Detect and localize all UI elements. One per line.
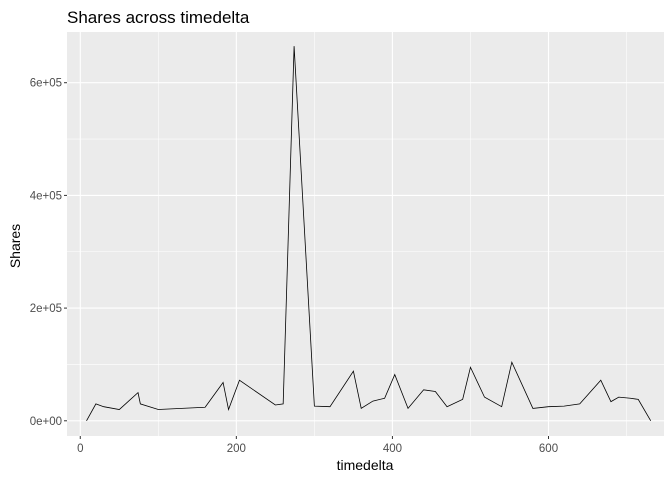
major-gridlines: [67, 32, 664, 436]
y-tick-label: 0e+00: [30, 416, 62, 428]
x-tick-label: 600: [539, 443, 558, 455]
x-tick-label: 400: [383, 443, 402, 455]
series-line: [86, 46, 652, 421]
x-axis-title: timedelta: [337, 457, 394, 473]
x-tick-label: 0: [77, 443, 83, 455]
y-axis: 0e+00 2e+05 4e+05 6e+05: [30, 78, 67, 428]
y-tick-label: 2e+05: [30, 303, 62, 315]
minor-gridlines: [67, 32, 664, 436]
data-layer: [86, 46, 652, 421]
y-tick-label: 6e+05: [30, 78, 62, 90]
plot-panel: [67, 32, 664, 436]
x-tick-label: 200: [227, 443, 246, 455]
y-axis-title: Shares: [7, 224, 23, 268]
x-axis: 0 200 400 600: [77, 436, 558, 455]
chart-title: Shares across timedelta: [67, 8, 250, 27]
y-tick-label: 4e+05: [30, 190, 62, 202]
